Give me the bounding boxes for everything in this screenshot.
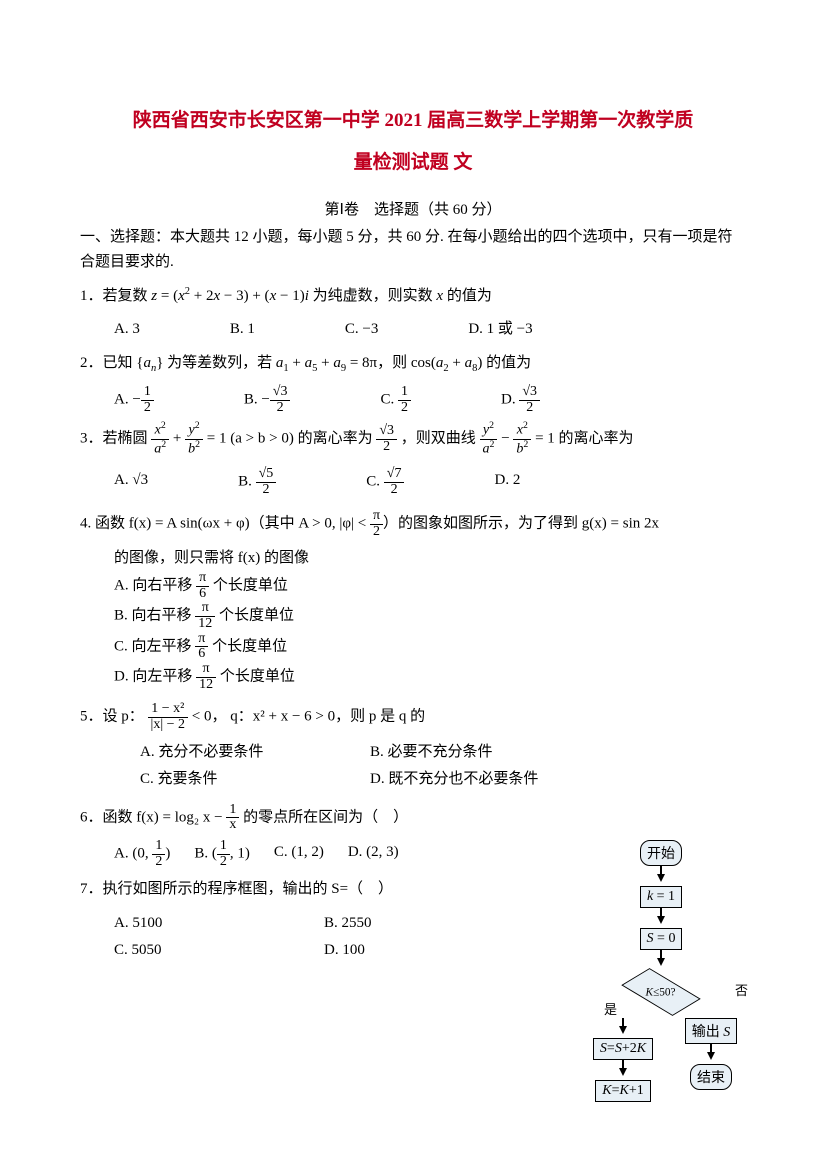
q1-A: A. 3 [114,316,140,343]
doc-title: 陕西省西安市长安区第一中学 2021 届高三数学上学期第一次教学质 量检测试题 … [80,100,746,184]
q5-A: A. 充分不必要条件 [140,739,330,766]
q5-D: D. 既不充分也不必要条件 [370,766,538,793]
q4-D: D. 向左平移 π12 个长度单位 [114,662,746,692]
question-5: 5．设 p： 1 − x²|x| − 2 < 0， q：x² + x − 6 >… [80,702,746,732]
q2-options: A. −12 B. −√32 C. 12 D. √32 [114,385,746,415]
q7-options: A. 5100 B. 2550 C. 5050 D. 100 [114,910,534,964]
q7-D: D. 100 [324,937,365,964]
title-line-2: 量检测试题 文 [354,152,473,173]
q5-B: B. 必要不充分条件 [370,739,493,766]
q1-C: C. −3 [345,316,378,343]
q7-B: B. 2550 [324,910,372,937]
q1-B: B. 1 [230,316,255,343]
q2-A: A. −12 [114,385,154,415]
section-header: 第Ⅰ卷 选择题（共 60 分） [80,198,746,219]
fc-no: 否 [735,980,748,999]
question-4: 4. 函数 f(x) = A sin(ωx + φ)（其中 A > 0, |φ|… [80,509,746,539]
fc-out: 输出 S [685,1018,738,1044]
q6-D: D. (2, 3) [348,839,399,869]
q6-C: C. (1, 2) [274,839,324,869]
question-6: 6．函数 f(x) = log₂ x − 1x 的零点所在区间为（ ） [80,803,746,833]
q3-B: B. √52 [238,467,276,497]
fc-kinc: K=K+1 [595,1080,651,1102]
q2-C: C. 12 [380,385,411,415]
title-line-1: 陕西省西安市长安区第一中学 2021 届高三数学上学期第一次教学质 [133,110,694,131]
q6-B: B. (12, 1) [194,839,250,869]
q4-A: A. 向右平移 π6 个长度单位 [114,571,746,601]
q3-options: A. √3 B. √52 C. √72 D. 2 [114,467,746,497]
q3-A: A. √3 [114,467,148,497]
fc-s0: S = 0 [640,928,683,950]
fc-k1: k = 1 [640,886,682,908]
q4-B: B. 向右平移 π12 个长度单位 [114,601,746,631]
fc-cond: K≤50? [621,968,701,1016]
section-intro: 一、选择题：本大题共 12 小题，每小题 5 分，共 60 分. 在每小题给出的… [80,225,746,276]
fc-ssum: S=S+2K [593,1038,653,1060]
q2-B: B. −√32 [244,385,291,415]
q1-D: D. 1 或 −3 [468,316,532,343]
q4-C: C. 向左平移 π6 个长度单位 [114,632,746,662]
fc-start: 开始 [640,840,682,866]
q3-C: C. √72 [366,467,404,497]
q7-A: A. 5100 [114,910,284,937]
fc-yes: 是 [604,999,617,1018]
q1-stem: 1．若复数 z = (x2 + 2x − 3) + (x − 1)i 为纯虚数，… [80,288,492,304]
q2-D: D. √32 [501,385,540,415]
flowchart: 开始 k = 1 S = 0 K≤50? 否 是 S=S+2K K=K+1 输出… [576,840,746,1102]
q5-options: A. 充分不必要条件 B. 必要不充分条件 C. 充要条件 D. 既不充分也不必… [140,739,560,793]
q3-D: D. 2 [494,467,520,497]
q5-C: C. 充要条件 [140,766,330,793]
question-1: 1．若复数 z = (x2 + 2x − 3) + (x − 1)i 为纯虚数，… [80,282,746,311]
question-2: 2．已知 {an} 为等差数列，若 a1 + a5 + a9 = 8π，则 co… [80,349,746,379]
q6-A: A. (0, 12) [114,839,170,869]
q4-sub: 的图像，则只需将 f(x) 的图像 [114,546,746,567]
q1-options: A. 3 B. 1 C. −3 D. 1 或 −3 [114,316,746,343]
fc-end: 结束 [690,1064,732,1090]
question-3: 3．若椭圆 x2a2 + y2b2 = 1 (a > b > 0) 的离心率为 … [80,421,746,457]
q7-C: C. 5050 [114,937,284,964]
